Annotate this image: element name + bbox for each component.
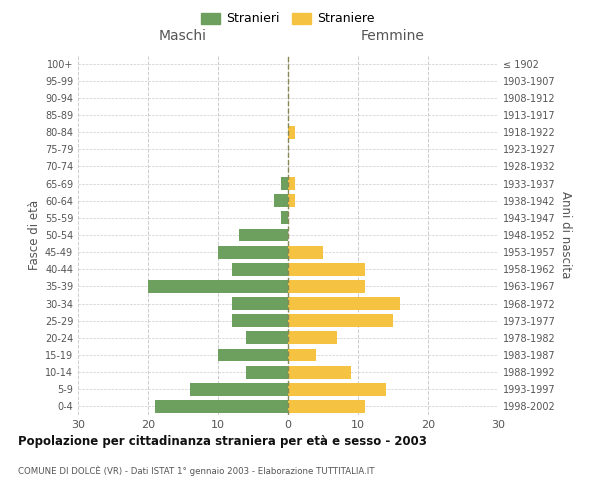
Bar — [288, 246, 323, 258]
Bar — [288, 194, 295, 207]
Bar — [232, 297, 288, 310]
Bar — [288, 126, 295, 138]
Y-axis label: Fasce di età: Fasce di età — [28, 200, 41, 270]
Bar — [218, 246, 288, 258]
Bar — [288, 280, 365, 293]
Bar — [232, 263, 288, 276]
Bar — [288, 348, 316, 362]
Bar — [239, 228, 288, 241]
Bar — [155, 400, 288, 413]
Bar — [246, 366, 288, 378]
Legend: Stranieri, Straniere: Stranieri, Straniere — [197, 8, 379, 29]
Bar — [288, 314, 393, 327]
Bar — [288, 366, 351, 378]
Bar — [148, 280, 288, 293]
Bar — [288, 177, 295, 190]
Text: COMUNE DI DOLCÈ (VR) - Dati ISTAT 1° gennaio 2003 - Elaborazione TUTTITALIA.IT: COMUNE DI DOLCÈ (VR) - Dati ISTAT 1° gen… — [18, 465, 374, 475]
Bar — [288, 297, 400, 310]
Text: Popolazione per cittadinanza straniera per età e sesso - 2003: Popolazione per cittadinanza straniera p… — [18, 435, 427, 448]
Bar — [288, 332, 337, 344]
Text: Femmine: Femmine — [361, 29, 425, 43]
Bar — [218, 348, 288, 362]
Bar — [288, 400, 365, 413]
Text: Maschi: Maschi — [159, 29, 207, 43]
Bar — [274, 194, 288, 207]
Bar — [190, 383, 288, 396]
Y-axis label: Anni di nascita: Anni di nascita — [559, 192, 572, 278]
Bar — [281, 212, 288, 224]
Bar — [288, 263, 365, 276]
Bar — [246, 332, 288, 344]
Bar — [281, 177, 288, 190]
Bar — [232, 314, 288, 327]
Bar — [288, 383, 386, 396]
